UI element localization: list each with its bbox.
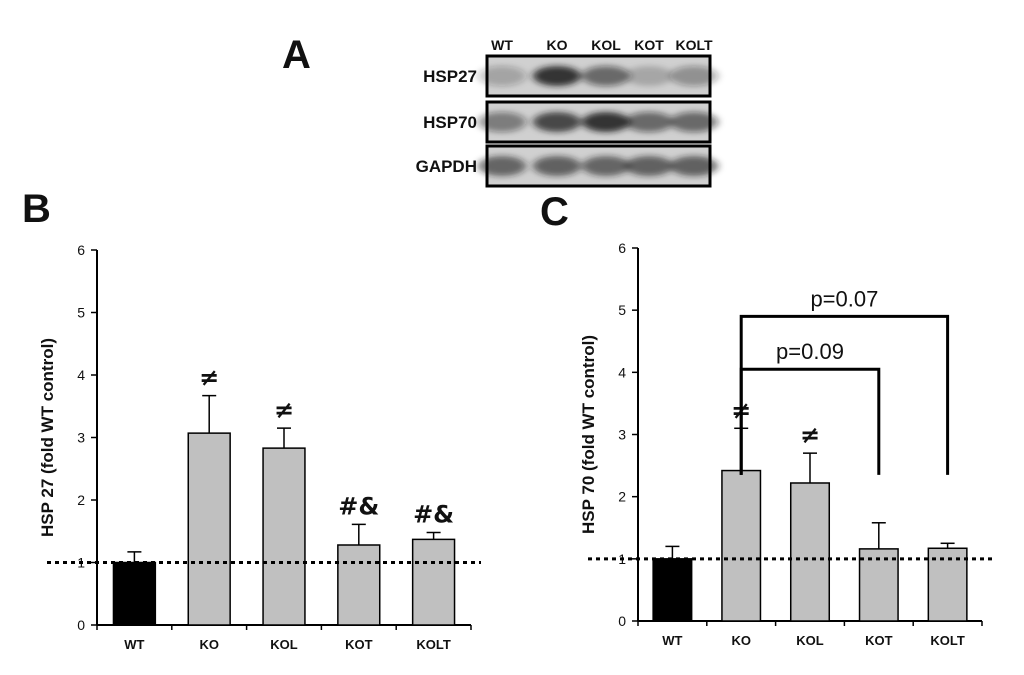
blot-band bbox=[670, 66, 718, 86]
panel-c-hsp70-chart: C HSP 70 (fold WT control)0123456WT≠KO≠K… bbox=[540, 190, 992, 648]
blot-bands bbox=[478, 112, 718, 132]
bar-kot bbox=[337, 544, 381, 626]
significance-marker: #& bbox=[413, 501, 454, 529]
p-value-label: p=0.09 bbox=[776, 339, 844, 364]
hsp70-bar-chart: HSP 70 (fold WT control)0123456WT≠KO≠KOL… bbox=[579, 240, 992, 648]
blot-label-gapdh: GAPDH bbox=[416, 157, 477, 176]
bar-ko bbox=[187, 432, 231, 626]
category-label-wt: WT bbox=[124, 637, 144, 652]
blot-band bbox=[670, 156, 718, 176]
lane-label-wt: WT bbox=[491, 37, 513, 53]
panel-b-letter: B bbox=[22, 187, 51, 231]
blot-frame bbox=[485, 54, 712, 98]
y-tick-label: 3 bbox=[618, 427, 626, 443]
category-label-kol: KOL bbox=[270, 637, 298, 652]
hsp27-bar-chart: HSP 27 (fold WT control)0123456WT≠KO≠KOL… bbox=[38, 242, 481, 652]
y-tick-label: 4 bbox=[77, 367, 85, 383]
y-tick-label: 0 bbox=[77, 617, 85, 633]
blot-rows: HSP27 HSP70 GAPDH bbox=[416, 54, 718, 188]
bar-wt bbox=[652, 558, 693, 622]
y-tick-label: 6 bbox=[618, 240, 626, 256]
blot-band bbox=[533, 112, 581, 132]
category-label-kot: KOT bbox=[865, 633, 893, 648]
y-tick-label: 0 bbox=[618, 613, 626, 629]
panel-c-letter: C bbox=[540, 190, 569, 234]
category-label-ko: KO bbox=[731, 633, 751, 648]
blot-label-hsp70: HSP70 bbox=[423, 113, 477, 132]
category-label-kot: KOT bbox=[345, 637, 373, 652]
significance-bracket bbox=[739, 314, 950, 475]
significance-marker: ≠ bbox=[199, 364, 219, 392]
category-label-ko: KO bbox=[199, 637, 219, 652]
y-tick-label: 4 bbox=[618, 364, 626, 380]
y-tick-label: 6 bbox=[77, 242, 85, 258]
panel-a-western-blot: A WT KO KOL KOT KOLT HSP27 HSP70 GAPDH bbox=[282, 33, 718, 188]
blot-band bbox=[533, 156, 581, 176]
y-axis-label: HSP 27 (fold WT control) bbox=[38, 338, 57, 537]
blot-frame bbox=[485, 144, 712, 188]
y-tick-label: 3 bbox=[77, 430, 85, 446]
bar-kolt bbox=[411, 538, 456, 626]
blot-band bbox=[582, 112, 630, 132]
p-value-label: p=0.07 bbox=[810, 286, 878, 311]
blot-band bbox=[625, 112, 673, 132]
y-tick-label: 2 bbox=[618, 489, 626, 505]
blot-label-hsp27: HSP27 bbox=[423, 67, 477, 86]
blot-band bbox=[625, 66, 673, 86]
lane-label-kolt: KOLT bbox=[675, 37, 713, 53]
significance-marker: ≠ bbox=[274, 396, 294, 424]
lane-label-kot: KOT bbox=[634, 37, 664, 53]
significance-marker: ≠ bbox=[800, 421, 820, 449]
blot-bands bbox=[478, 156, 718, 176]
blot-band bbox=[533, 66, 581, 86]
category-label-kolt: KOLT bbox=[930, 633, 964, 648]
significance-marker: #& bbox=[338, 492, 379, 520]
blot-row-gapdh: GAPDH bbox=[416, 144, 718, 188]
blot-band bbox=[582, 66, 630, 86]
bar-kol bbox=[789, 482, 831, 622]
blot-row-hsp70: HSP70 bbox=[423, 100, 718, 144]
blot-bands bbox=[478, 66, 718, 86]
lane-label-kol: KOL bbox=[591, 37, 621, 53]
bar-kolt bbox=[927, 547, 968, 622]
blot-band bbox=[478, 156, 526, 176]
category-label-kolt: KOLT bbox=[416, 637, 450, 652]
blot-frame bbox=[485, 100, 712, 144]
y-tick-label: 2 bbox=[77, 492, 85, 508]
y-axis-label: HSP 70 (fold WT control) bbox=[579, 335, 598, 534]
bar-wt bbox=[112, 561, 157, 626]
blot-band bbox=[478, 66, 526, 86]
blot-band bbox=[582, 156, 630, 176]
blot-band bbox=[670, 112, 718, 132]
lane-label-ko: KO bbox=[547, 37, 568, 53]
blot-lane-labels: WT KO KOL KOT KOLT bbox=[491, 37, 713, 53]
blot-row-hsp27: HSP27 bbox=[423, 54, 718, 98]
y-tick-label: 5 bbox=[618, 302, 626, 318]
bar-kol bbox=[262, 447, 306, 626]
category-label-wt: WT bbox=[662, 633, 682, 648]
bar-ko bbox=[721, 469, 762, 622]
panel-a-letter: A bbox=[282, 33, 311, 77]
blot-band bbox=[625, 156, 673, 176]
panel-b-hsp27-chart: B HSP 27 (fold WT control)0123456WT≠KO≠K… bbox=[22, 187, 481, 652]
y-tick-label: 5 bbox=[77, 305, 85, 321]
blot-band bbox=[478, 112, 526, 132]
category-label-kol: KOL bbox=[796, 633, 824, 648]
significance-bracket bbox=[739, 367, 881, 475]
